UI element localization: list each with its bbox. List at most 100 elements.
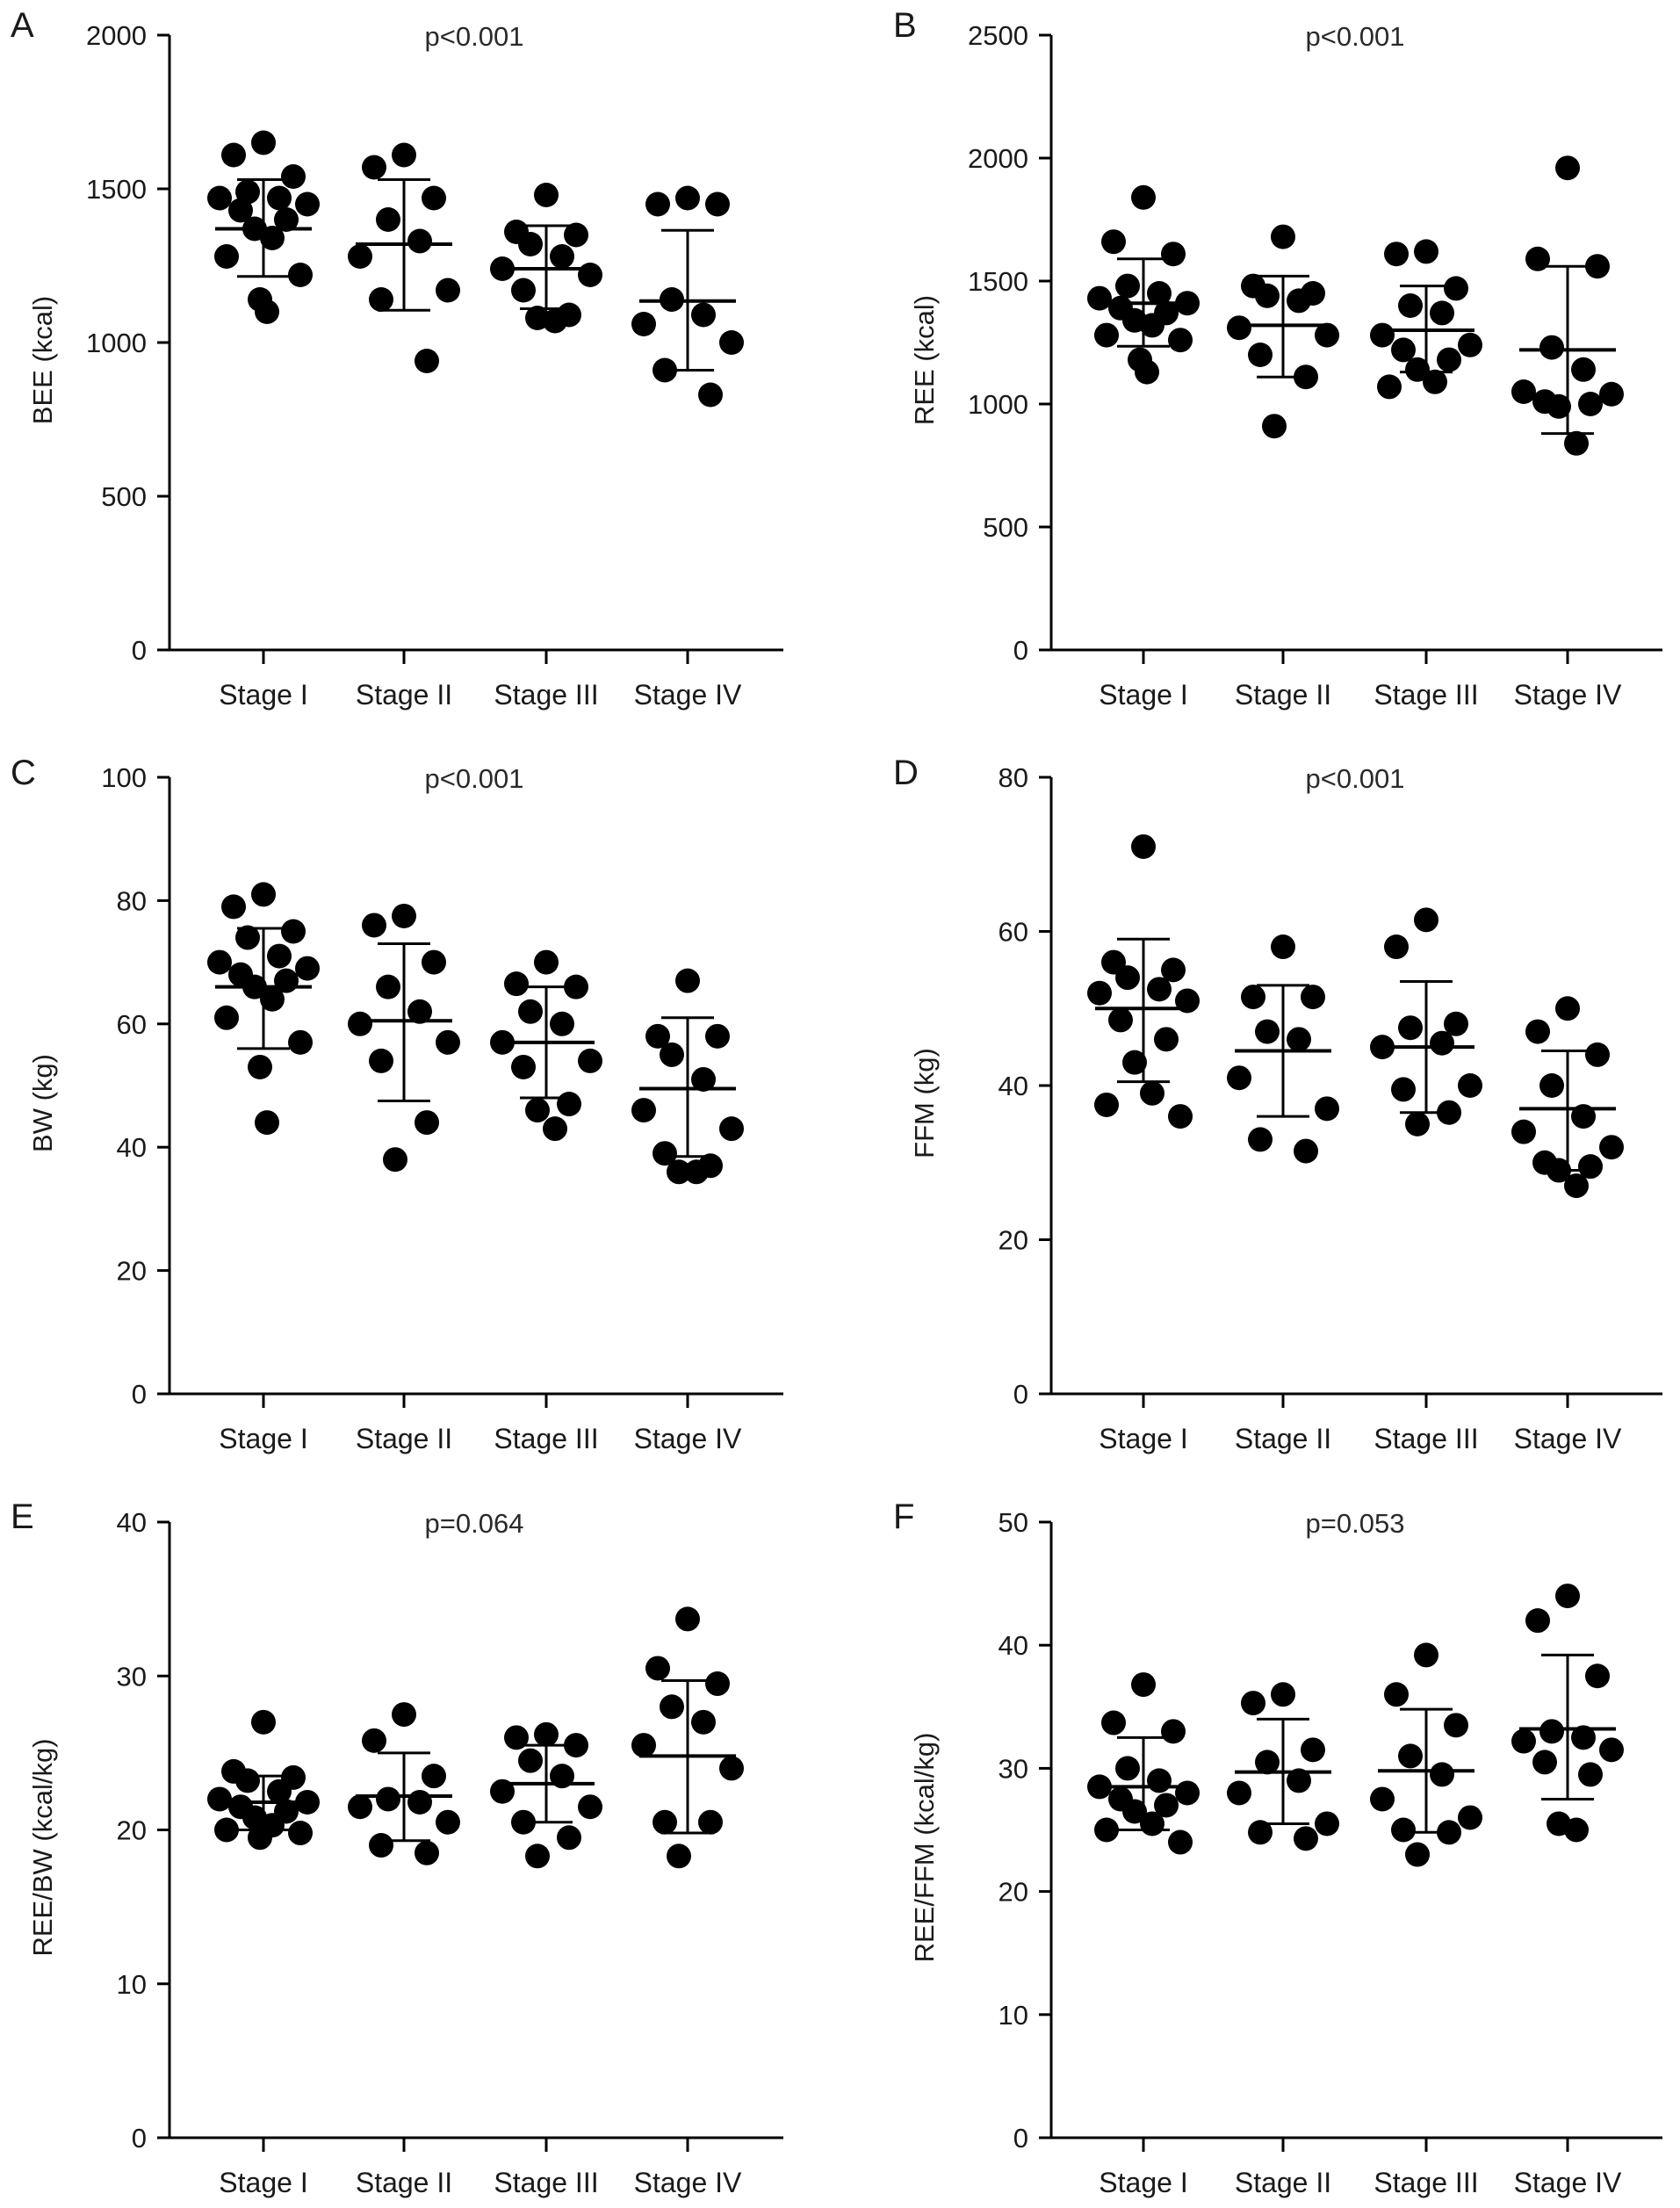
data-point xyxy=(1458,1805,1482,1830)
data-point xyxy=(1414,1642,1438,1668)
data-point xyxy=(1094,1092,1119,1117)
y-tick-label: 80 xyxy=(117,885,147,916)
data-point xyxy=(415,349,439,373)
data-point xyxy=(675,1606,700,1632)
data-point xyxy=(719,330,744,355)
data-point xyxy=(260,226,285,250)
data-point xyxy=(534,1721,559,1747)
data-point xyxy=(1391,1077,1416,1102)
data-point xyxy=(436,1809,460,1835)
data-point xyxy=(705,1671,730,1697)
data-point xyxy=(1547,393,1571,419)
data-point xyxy=(1555,996,1580,1021)
data-point xyxy=(255,1110,279,1136)
x-tick-label: Stage I xyxy=(219,679,307,711)
y-tick-label: 50 xyxy=(999,1507,1028,1538)
data-point xyxy=(564,974,588,999)
group-stage-i xyxy=(207,882,320,1136)
x-tick-label: Stage IV xyxy=(634,2167,742,2198)
data-point xyxy=(214,244,239,269)
data-point xyxy=(1578,1762,1603,1787)
group-stage-iv xyxy=(631,185,744,408)
panel-letter: C xyxy=(11,754,36,792)
data-point xyxy=(564,1733,588,1758)
y-axis-title: REE (kcal) xyxy=(909,295,940,425)
data-point xyxy=(369,1833,393,1858)
data-point xyxy=(1131,833,1156,859)
data-point xyxy=(698,382,723,408)
data-point xyxy=(1147,977,1172,1002)
data-point xyxy=(1161,242,1186,267)
data-point xyxy=(422,1764,446,1789)
data-point xyxy=(1315,1096,1339,1122)
data-point xyxy=(392,1702,416,1728)
data-point xyxy=(274,207,299,232)
data-point xyxy=(1437,347,1461,372)
data-point xyxy=(1599,1737,1624,1763)
data-point xyxy=(1405,357,1430,382)
data-point xyxy=(511,278,536,303)
data-point xyxy=(422,185,446,211)
data-point xyxy=(392,903,416,928)
data-point xyxy=(1315,322,1339,348)
data-point xyxy=(436,278,460,303)
data-point xyxy=(631,1733,656,1758)
data-point xyxy=(550,244,574,269)
group-stage-i xyxy=(1087,184,1200,385)
data-point xyxy=(415,1110,439,1136)
data-point xyxy=(422,949,446,975)
group-stage-iv xyxy=(631,1606,744,1869)
data-point xyxy=(214,1005,239,1030)
x-tick-label: Stage IV xyxy=(634,1423,742,1454)
data-point xyxy=(698,1809,723,1835)
data-point xyxy=(1384,242,1409,267)
group-stage-iv xyxy=(631,968,744,1185)
data-point xyxy=(675,185,700,211)
data-point xyxy=(1525,1019,1550,1044)
x-tick-label: Stage I xyxy=(1099,2167,1187,2198)
data-point xyxy=(1405,1111,1430,1136)
data-point xyxy=(1384,1682,1409,1707)
x-tick-label: Stage II xyxy=(356,679,452,711)
panel-letter: B xyxy=(893,6,917,45)
data-point xyxy=(1430,1030,1454,1056)
data-point xyxy=(1131,184,1156,210)
data-point xyxy=(1391,337,1416,363)
data-point xyxy=(1255,1019,1280,1044)
data-point xyxy=(1294,1826,1318,1851)
group-stage-ii xyxy=(1227,224,1339,439)
data-point xyxy=(691,1709,716,1735)
y-tick-label: 60 xyxy=(999,917,1028,948)
data-point xyxy=(369,287,393,312)
data-point xyxy=(1154,1027,1179,1052)
data-point xyxy=(436,1029,460,1055)
data-point xyxy=(557,1092,581,1117)
data-point xyxy=(1168,328,1193,353)
data-point xyxy=(1555,155,1580,181)
y-tick-label: 10 xyxy=(117,1969,147,2000)
data-point xyxy=(235,925,260,950)
x-tick-label: Stage III xyxy=(1374,1423,1478,1454)
data-point xyxy=(1147,1768,1172,1793)
data-point xyxy=(504,971,529,997)
data-point xyxy=(1315,1811,1339,1836)
data-point xyxy=(348,244,372,269)
group-stage-ii xyxy=(1227,934,1339,1164)
x-tick-label: Stage III xyxy=(494,679,598,711)
data-point xyxy=(653,1141,677,1166)
group-stage-iv xyxy=(1511,996,1624,1199)
y-axis-title: BW (kg) xyxy=(27,1054,58,1152)
p-value-label: p<0.001 xyxy=(425,21,524,52)
data-point xyxy=(288,263,313,287)
data-point xyxy=(1564,430,1589,456)
data-point xyxy=(1175,1780,1200,1806)
y-tick-label: 500 xyxy=(101,481,147,512)
data-point xyxy=(504,1725,529,1750)
data-point xyxy=(1585,254,1610,279)
data-point xyxy=(1094,322,1119,348)
